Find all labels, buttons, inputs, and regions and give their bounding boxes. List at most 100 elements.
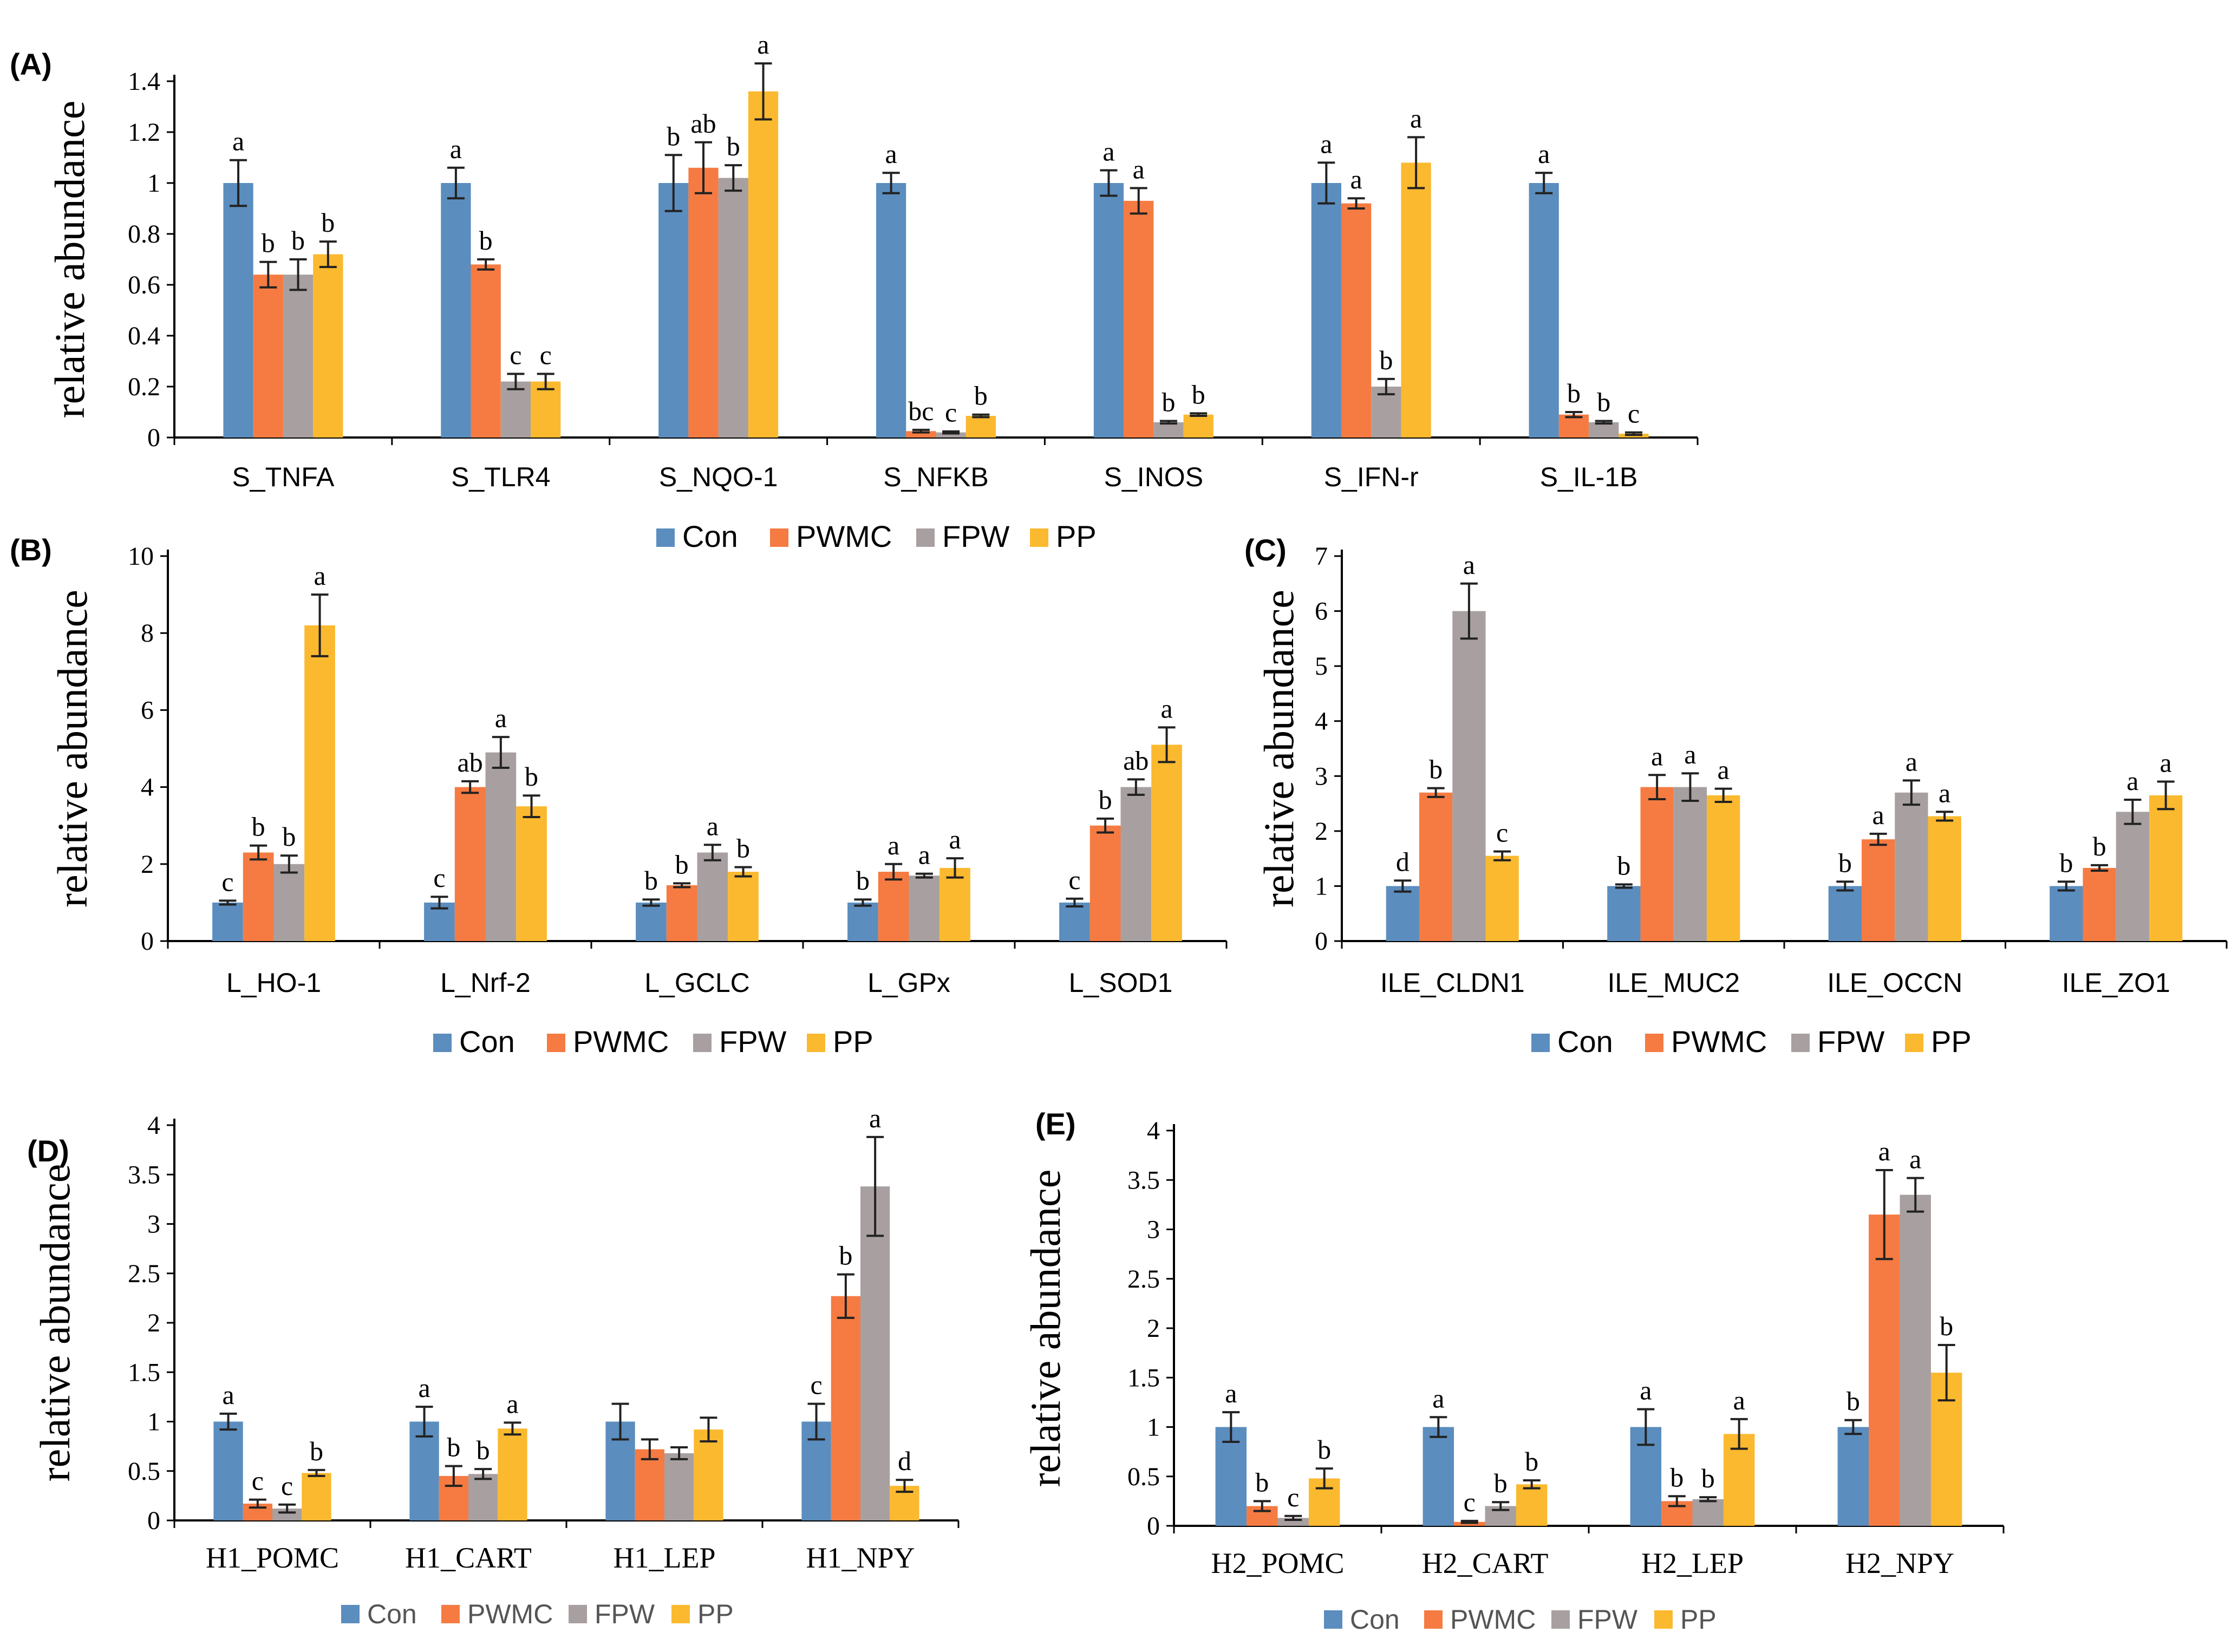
bar-con (1529, 183, 1559, 438)
significance-label: b (321, 207, 335, 238)
bar-con (1423, 1427, 1454, 1526)
bar-pwmc (471, 264, 501, 438)
bar-pp (302, 1473, 331, 1520)
legend-swatch-pwmc (547, 1034, 565, 1052)
y-tick-label: 1 (1315, 872, 1328, 900)
bar-fpw (283, 275, 314, 438)
x-category-label: ILE_OCCN (1827, 968, 1962, 998)
bar-con (847, 902, 878, 941)
significance-label: a (1651, 741, 1663, 771)
significance-label: a (450, 134, 462, 164)
significance-label: a (1718, 755, 1730, 785)
significance-label: b (1494, 1468, 1508, 1498)
legend-swatch-pp (807, 1034, 825, 1052)
y-tick-label: 3 (1315, 762, 1328, 791)
bar-pwmc (253, 275, 283, 438)
bar-fpw (1895, 792, 1928, 941)
x-category-label: H1_LEP (614, 1542, 716, 1574)
significance-label: b (1940, 1311, 1953, 1341)
bar-con (409, 1421, 439, 1520)
y-tick-label: 0.2 (128, 373, 160, 401)
y-tick-label: 1 (1147, 1413, 1160, 1442)
bar-pwmc (454, 787, 486, 941)
bar-pwmc (1861, 839, 1895, 941)
significance-label: b (1099, 785, 1112, 815)
significance-label: b (1597, 387, 1610, 417)
panel-e: (E) relative abundance 0 0.5 1 1.5 2 2.5 3 3.5 4 H2… (1022, 1107, 2005, 1635)
y-tick-label: 8 (141, 619, 154, 648)
y-tick-label: 1.2 (128, 118, 160, 147)
bar-pwmc (1640, 787, 1674, 941)
significance-label: b (291, 225, 305, 256)
significance-label: b (1567, 378, 1581, 408)
significance-label: a (495, 703, 507, 733)
significance-label: a (1160, 693, 1172, 723)
bar-pp (1183, 414, 1213, 438)
significance-label: a (1640, 1375, 1652, 1406)
significance-label: ab (690, 108, 716, 139)
significance-label: a (222, 1380, 234, 1410)
significance-label: a (888, 830, 899, 860)
bar-pp (498, 1428, 527, 1520)
significance-label: b (1317, 1434, 1331, 1465)
bar-con (1059, 902, 1090, 941)
bar-fpw (468, 1474, 498, 1520)
legend-label-con: Con (1350, 1604, 1400, 1635)
x-category-label: S_TNFA (232, 462, 335, 492)
x-category-label: S_TLR4 (451, 462, 550, 492)
bar-con (223, 183, 253, 438)
bar-pp (2149, 795, 2183, 941)
bar-pwmc (1558, 414, 1589, 438)
legend-label-pwmc: PWMC (573, 1024, 669, 1059)
legend-swatch-fpw (1551, 1610, 1570, 1629)
x-category-label: H2_LEP (1641, 1547, 1744, 1579)
significance-label: ab (458, 747, 483, 778)
y-tick-label: 0.8 (128, 220, 160, 249)
y-tick-label: 1 (147, 169, 160, 198)
x-category-label: S_INOS (1104, 462, 1203, 492)
bar-con (1311, 183, 1341, 438)
significance-label: b (2093, 831, 2106, 861)
x-category-label: L_SOD1 (1069, 968, 1173, 998)
y-tick-label: 3.5 (128, 1160, 160, 1189)
bar-con (2050, 886, 2083, 941)
legend-label-pwmc: PWMC (796, 519, 892, 553)
legend-swatch-fpw (693, 1034, 712, 1052)
x-category-label: S_NQO-1 (659, 462, 778, 492)
bar-pwmc (1869, 1214, 1900, 1526)
legend-swatch-pwmc (1424, 1610, 1443, 1629)
bar-pp (313, 254, 343, 438)
legend-swatch-pp (671, 1605, 690, 1623)
y-tick-label: 2 (1147, 1314, 1160, 1343)
significance-label: b (282, 821, 296, 852)
bar-pp (939, 867, 970, 941)
significance-label: b (2059, 847, 2073, 878)
legend-swatch-pwmc (441, 1605, 460, 1623)
y-tick-label: 0.6 (128, 271, 160, 299)
y-tick-label: 3.5 (1127, 1166, 1160, 1194)
significance-label: b (1162, 387, 1175, 417)
bar-con (1215, 1427, 1247, 1526)
y-tick-label: 0.5 (128, 1457, 160, 1486)
legend-swatch-fpw (1791, 1034, 1810, 1052)
y-tick-label: 0 (141, 927, 154, 956)
significance-label: ab (1123, 745, 1149, 775)
bar-fpw (2116, 812, 2150, 941)
bar-pp (304, 625, 335, 941)
significance-label: a (1872, 800, 1884, 830)
legend-label-pwmc: PWMC (1450, 1604, 1536, 1635)
y-tick-label: 3 (1147, 1216, 1160, 1244)
significance-label: b (262, 228, 275, 258)
significance-label: b (1192, 379, 1205, 409)
bar-fpw (1452, 611, 1486, 941)
bar-fpw (936, 432, 966, 438)
significance-label: a (869, 1103, 881, 1133)
y-tick-label: 0.5 (1127, 1462, 1160, 1491)
y-tick-label: 4 (1147, 1116, 1160, 1145)
panel-letter: (B) (10, 533, 52, 567)
legend-label-fpw: FPW (1577, 1604, 1638, 1635)
significance-label: c (252, 1466, 264, 1496)
bar-fpw (1120, 787, 1152, 941)
panel-d: (D)relative abundance 0 0.5 1 1.5 2 2.5 3 3.5 4 H1… (27, 1103, 960, 1629)
